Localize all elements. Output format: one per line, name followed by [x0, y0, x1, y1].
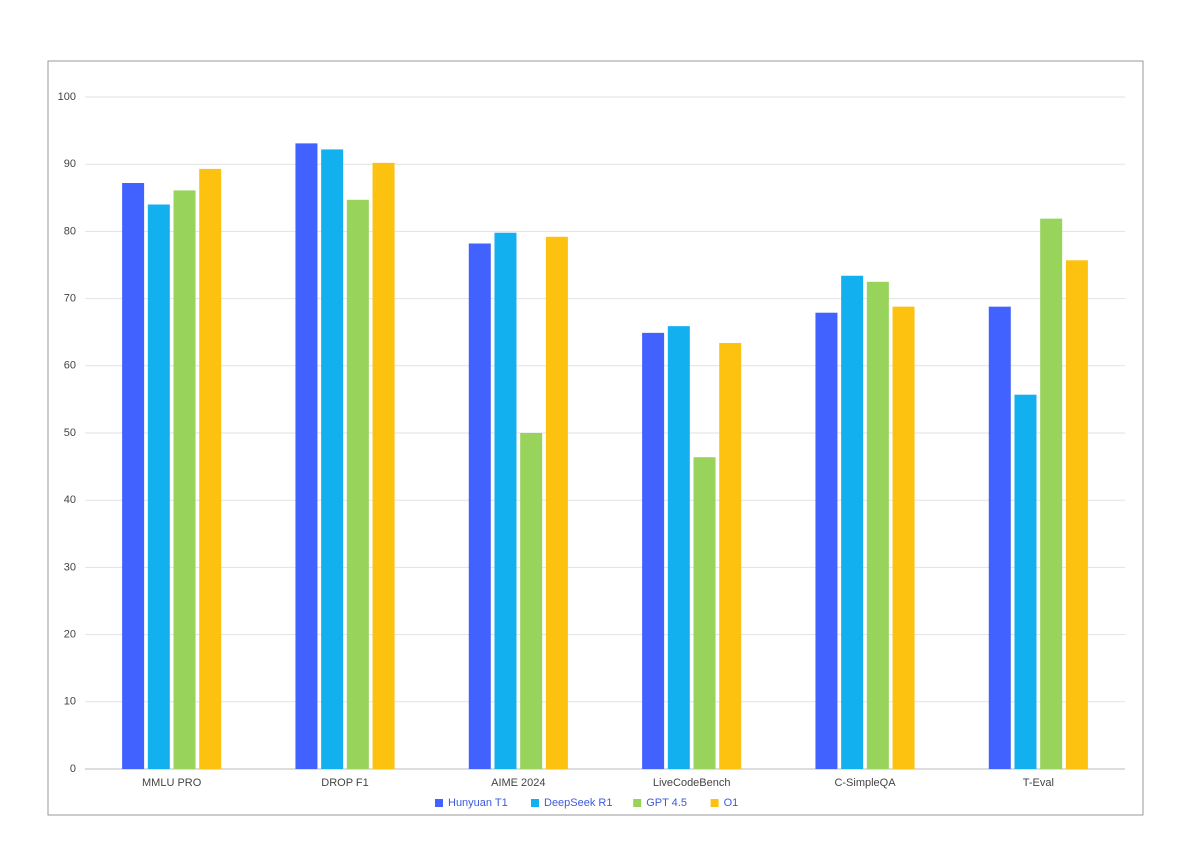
- bar: [346, 199, 369, 770]
- x-tick-label: LiveCodeBench: [653, 777, 731, 789]
- y-tick-label: 50: [64, 427, 76, 439]
- bar: [1040, 218, 1063, 769]
- bar: [199, 168, 222, 770]
- legend-swatch: [710, 799, 719, 807]
- bar: [321, 149, 344, 769]
- bar: [372, 162, 395, 769]
- bar: [693, 457, 716, 769]
- y-tick-label: 20: [64, 629, 76, 641]
- bar: [866, 281, 889, 769]
- y-tick-label: 40: [64, 494, 76, 506]
- y-tick-label: 90: [64, 158, 76, 170]
- chart-frame: [47, 60, 1144, 816]
- bar: [122, 183, 145, 770]
- bar: [295, 143, 318, 770]
- y-tick-label: 100: [58, 91, 76, 103]
- bar: [667, 326, 690, 769]
- y-tick-label: 80: [64, 225, 76, 237]
- bar: [520, 433, 543, 769]
- bar: [719, 342, 742, 769]
- legend-swatch: [435, 799, 443, 807]
- x-tick-label: DROP F1: [321, 777, 368, 789]
- x-tick-label: T-Eval: [1023, 777, 1054, 789]
- bar: [494, 232, 517, 769]
- bar: [642, 332, 665, 769]
- bar: [892, 306, 915, 769]
- bar: [1065, 260, 1088, 769]
- bar: [1014, 394, 1037, 769]
- bar: [841, 275, 864, 769]
- x-tick-label: C-SimpleQA: [834, 777, 896, 789]
- legend-swatch: [531, 799, 539, 807]
- legend-label: O1: [724, 797, 739, 809]
- legend-label: DeepSeek R1: [544, 797, 613, 809]
- x-tick-label: AIME 2024: [491, 777, 545, 789]
- y-tick-label: 10: [64, 696, 76, 708]
- x-tick-label: MMLU PRO: [142, 777, 202, 789]
- y-tick-label: 0: [70, 763, 76, 775]
- bar: [545, 236, 568, 769]
- legend-label: GPT 4.5: [646, 797, 687, 809]
- y-tick-label: 30: [64, 561, 76, 573]
- bar: [147, 204, 170, 769]
- bar: [468, 243, 491, 770]
- y-tick-label: 70: [64, 293, 76, 305]
- bar: [988, 306, 1011, 769]
- y-tick-label: 60: [64, 360, 76, 372]
- legend-swatch: [633, 799, 642, 807]
- bar: [173, 190, 196, 769]
- bar: [815, 312, 838, 769]
- legend-label: Hunyuan T1: [448, 797, 508, 809]
